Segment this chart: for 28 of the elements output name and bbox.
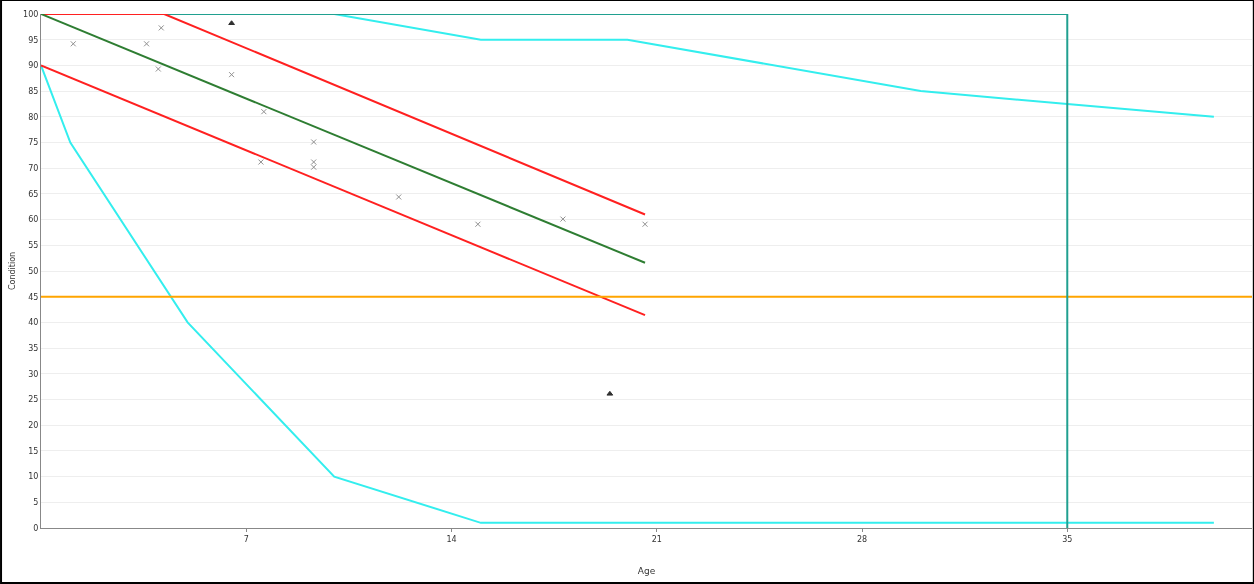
y-tick-label: 95 (28, 35, 39, 45)
x-tick-label: 7 (243, 534, 249, 544)
x-axis-title: Age (637, 566, 656, 577)
y-tick-label: 80 (28, 112, 39, 122)
y-tick-label: 5 (33, 498, 39, 508)
y-tick-label: 10 (28, 472, 39, 482)
y-tick-label: 0 (33, 523, 39, 533)
y-tick-label: 20 (28, 421, 39, 430)
y-tick-label: 85 (28, 86, 39, 96)
y-tick-label: 90 (28, 61, 39, 71)
y-tick-label: 70 (28, 164, 39, 173)
x-tick-label: 35 (1062, 534, 1073, 544)
y-tick-label: 60 (28, 215, 39, 225)
y-tick-label: 55 (28, 241, 39, 251)
y-tick-label: 50 (28, 266, 39, 276)
y-tick-label: 40 (28, 318, 39, 328)
y-tick-label: 25 (28, 395, 39, 405)
y-tick-label: 75 (28, 138, 39, 148)
y-tick-label: 100 (23, 9, 39, 19)
y-tick-label: 15 (28, 446, 39, 456)
x-tick-label: 21 (651, 534, 662, 544)
y-axis-title: Condition (7, 251, 17, 291)
y-tick-label: 35 (28, 343, 39, 353)
x-tick-label: 28 (856, 534, 868, 544)
y-tick-label: 30 (28, 369, 39, 379)
y-tick-label: 45 (28, 292, 39, 302)
y-tick-label: 65 (28, 189, 39, 199)
x-tick-label: 14 (446, 534, 457, 544)
